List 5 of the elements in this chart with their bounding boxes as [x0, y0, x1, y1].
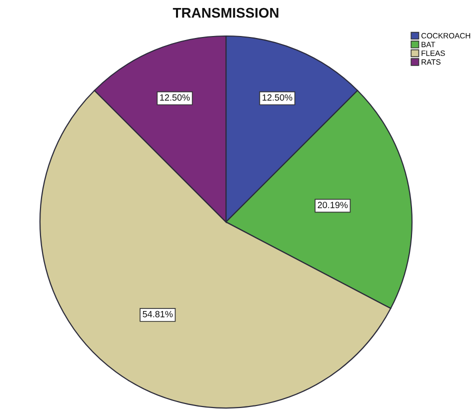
data-label: 54.81% — [142, 310, 173, 318]
data-label: 12.50% — [262, 94, 292, 101]
data-label: 12.50% — [160, 94, 190, 101]
data-label: 20.19% — [318, 202, 348, 208]
chart-title: TRANSMISSION — [172, 8, 278, 18]
